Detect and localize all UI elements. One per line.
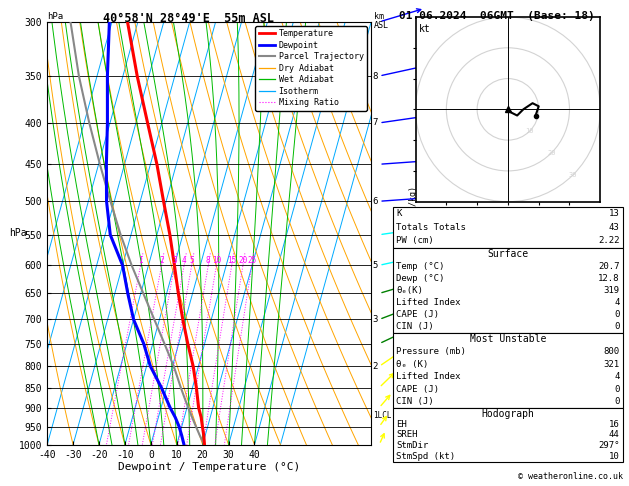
X-axis label: Dewpoint / Temperature (°C): Dewpoint / Temperature (°C) xyxy=(118,462,300,472)
Text: 15: 15 xyxy=(227,256,237,265)
Text: Mixing Ratio (g/kg): Mixing Ratio (g/kg) xyxy=(409,186,418,281)
Text: 16: 16 xyxy=(609,420,620,429)
Text: K: K xyxy=(396,209,402,218)
Text: 321: 321 xyxy=(603,360,620,369)
Text: 2.22: 2.22 xyxy=(598,237,620,245)
Text: 8: 8 xyxy=(206,256,211,265)
Text: Pressure (mb): Pressure (mb) xyxy=(396,347,466,356)
Text: 1LCL: 1LCL xyxy=(373,411,391,420)
Text: SREH: SREH xyxy=(396,431,418,439)
Text: hPa: hPa xyxy=(9,228,27,238)
Text: CAPE (J): CAPE (J) xyxy=(396,310,439,319)
Text: Lifted Index: Lifted Index xyxy=(396,372,461,382)
Text: CIN (J): CIN (J) xyxy=(396,322,434,331)
Text: CIN (J): CIN (J) xyxy=(396,398,434,406)
Text: CAPE (J): CAPE (J) xyxy=(396,385,439,394)
Text: 10: 10 xyxy=(525,128,534,134)
Text: 2: 2 xyxy=(159,256,164,265)
Legend: Temperature, Dewpoint, Parcel Trajectory, Dry Adiabat, Wet Adiabat, Isotherm, Mi: Temperature, Dewpoint, Parcel Trajectory… xyxy=(255,26,367,111)
Text: 30: 30 xyxy=(569,172,577,178)
Text: 01.06.2024  06GMT  (Base: 18): 01.06.2024 06GMT (Base: 18) xyxy=(399,11,595,21)
Text: 8: 8 xyxy=(373,71,378,81)
Text: 4: 4 xyxy=(614,298,620,307)
Text: 1: 1 xyxy=(138,256,143,265)
Text: kt: kt xyxy=(420,24,431,35)
Text: 13: 13 xyxy=(609,209,620,218)
Text: EH: EH xyxy=(396,420,407,429)
Text: 5: 5 xyxy=(189,256,194,265)
Text: 319: 319 xyxy=(603,286,620,295)
Text: 297°: 297° xyxy=(598,441,620,450)
Text: 44: 44 xyxy=(609,431,620,439)
Text: 2: 2 xyxy=(373,362,378,371)
Text: θₑ(K): θₑ(K) xyxy=(396,286,423,295)
Text: 800: 800 xyxy=(603,347,620,356)
Text: 7: 7 xyxy=(373,119,378,127)
Text: PW (cm): PW (cm) xyxy=(396,237,434,245)
Text: km
ASL: km ASL xyxy=(374,12,389,30)
Text: 5: 5 xyxy=(373,261,378,270)
Text: 0: 0 xyxy=(614,398,620,406)
Text: Temp (°C): Temp (°C) xyxy=(396,261,445,271)
Text: Totals Totals: Totals Totals xyxy=(396,223,466,232)
Text: 4: 4 xyxy=(182,256,186,265)
Text: 10: 10 xyxy=(609,452,620,461)
Text: 0: 0 xyxy=(614,385,620,394)
Text: 43: 43 xyxy=(609,223,620,232)
Text: 0: 0 xyxy=(614,322,620,331)
Text: 20: 20 xyxy=(547,150,555,156)
Text: 6: 6 xyxy=(373,197,378,206)
Text: Surface: Surface xyxy=(487,249,528,259)
Text: 4: 4 xyxy=(614,372,620,382)
Text: 20: 20 xyxy=(238,256,248,265)
Text: Hodograph: Hodograph xyxy=(481,409,535,418)
Text: Dewp (°C): Dewp (°C) xyxy=(396,274,445,283)
Text: 12.8: 12.8 xyxy=(598,274,620,283)
Text: StmDir: StmDir xyxy=(396,441,428,450)
Text: © weatheronline.co.uk: © weatheronline.co.uk xyxy=(518,472,623,481)
Text: 20.7: 20.7 xyxy=(598,261,620,271)
Text: 3: 3 xyxy=(172,256,177,265)
Text: 25: 25 xyxy=(247,256,257,265)
Text: Lifted Index: Lifted Index xyxy=(396,298,461,307)
Text: StmSpd (kt): StmSpd (kt) xyxy=(396,452,455,461)
Text: 3: 3 xyxy=(373,315,378,324)
Text: 10: 10 xyxy=(212,256,221,265)
Text: hPa: hPa xyxy=(47,12,64,21)
Text: θₑ (K): θₑ (K) xyxy=(396,360,428,369)
Text: 0: 0 xyxy=(614,310,620,319)
Text: 40°58'N 28°49'E  55m ASL: 40°58'N 28°49'E 55m ASL xyxy=(103,12,274,25)
Text: Most Unstable: Most Unstable xyxy=(470,334,546,344)
